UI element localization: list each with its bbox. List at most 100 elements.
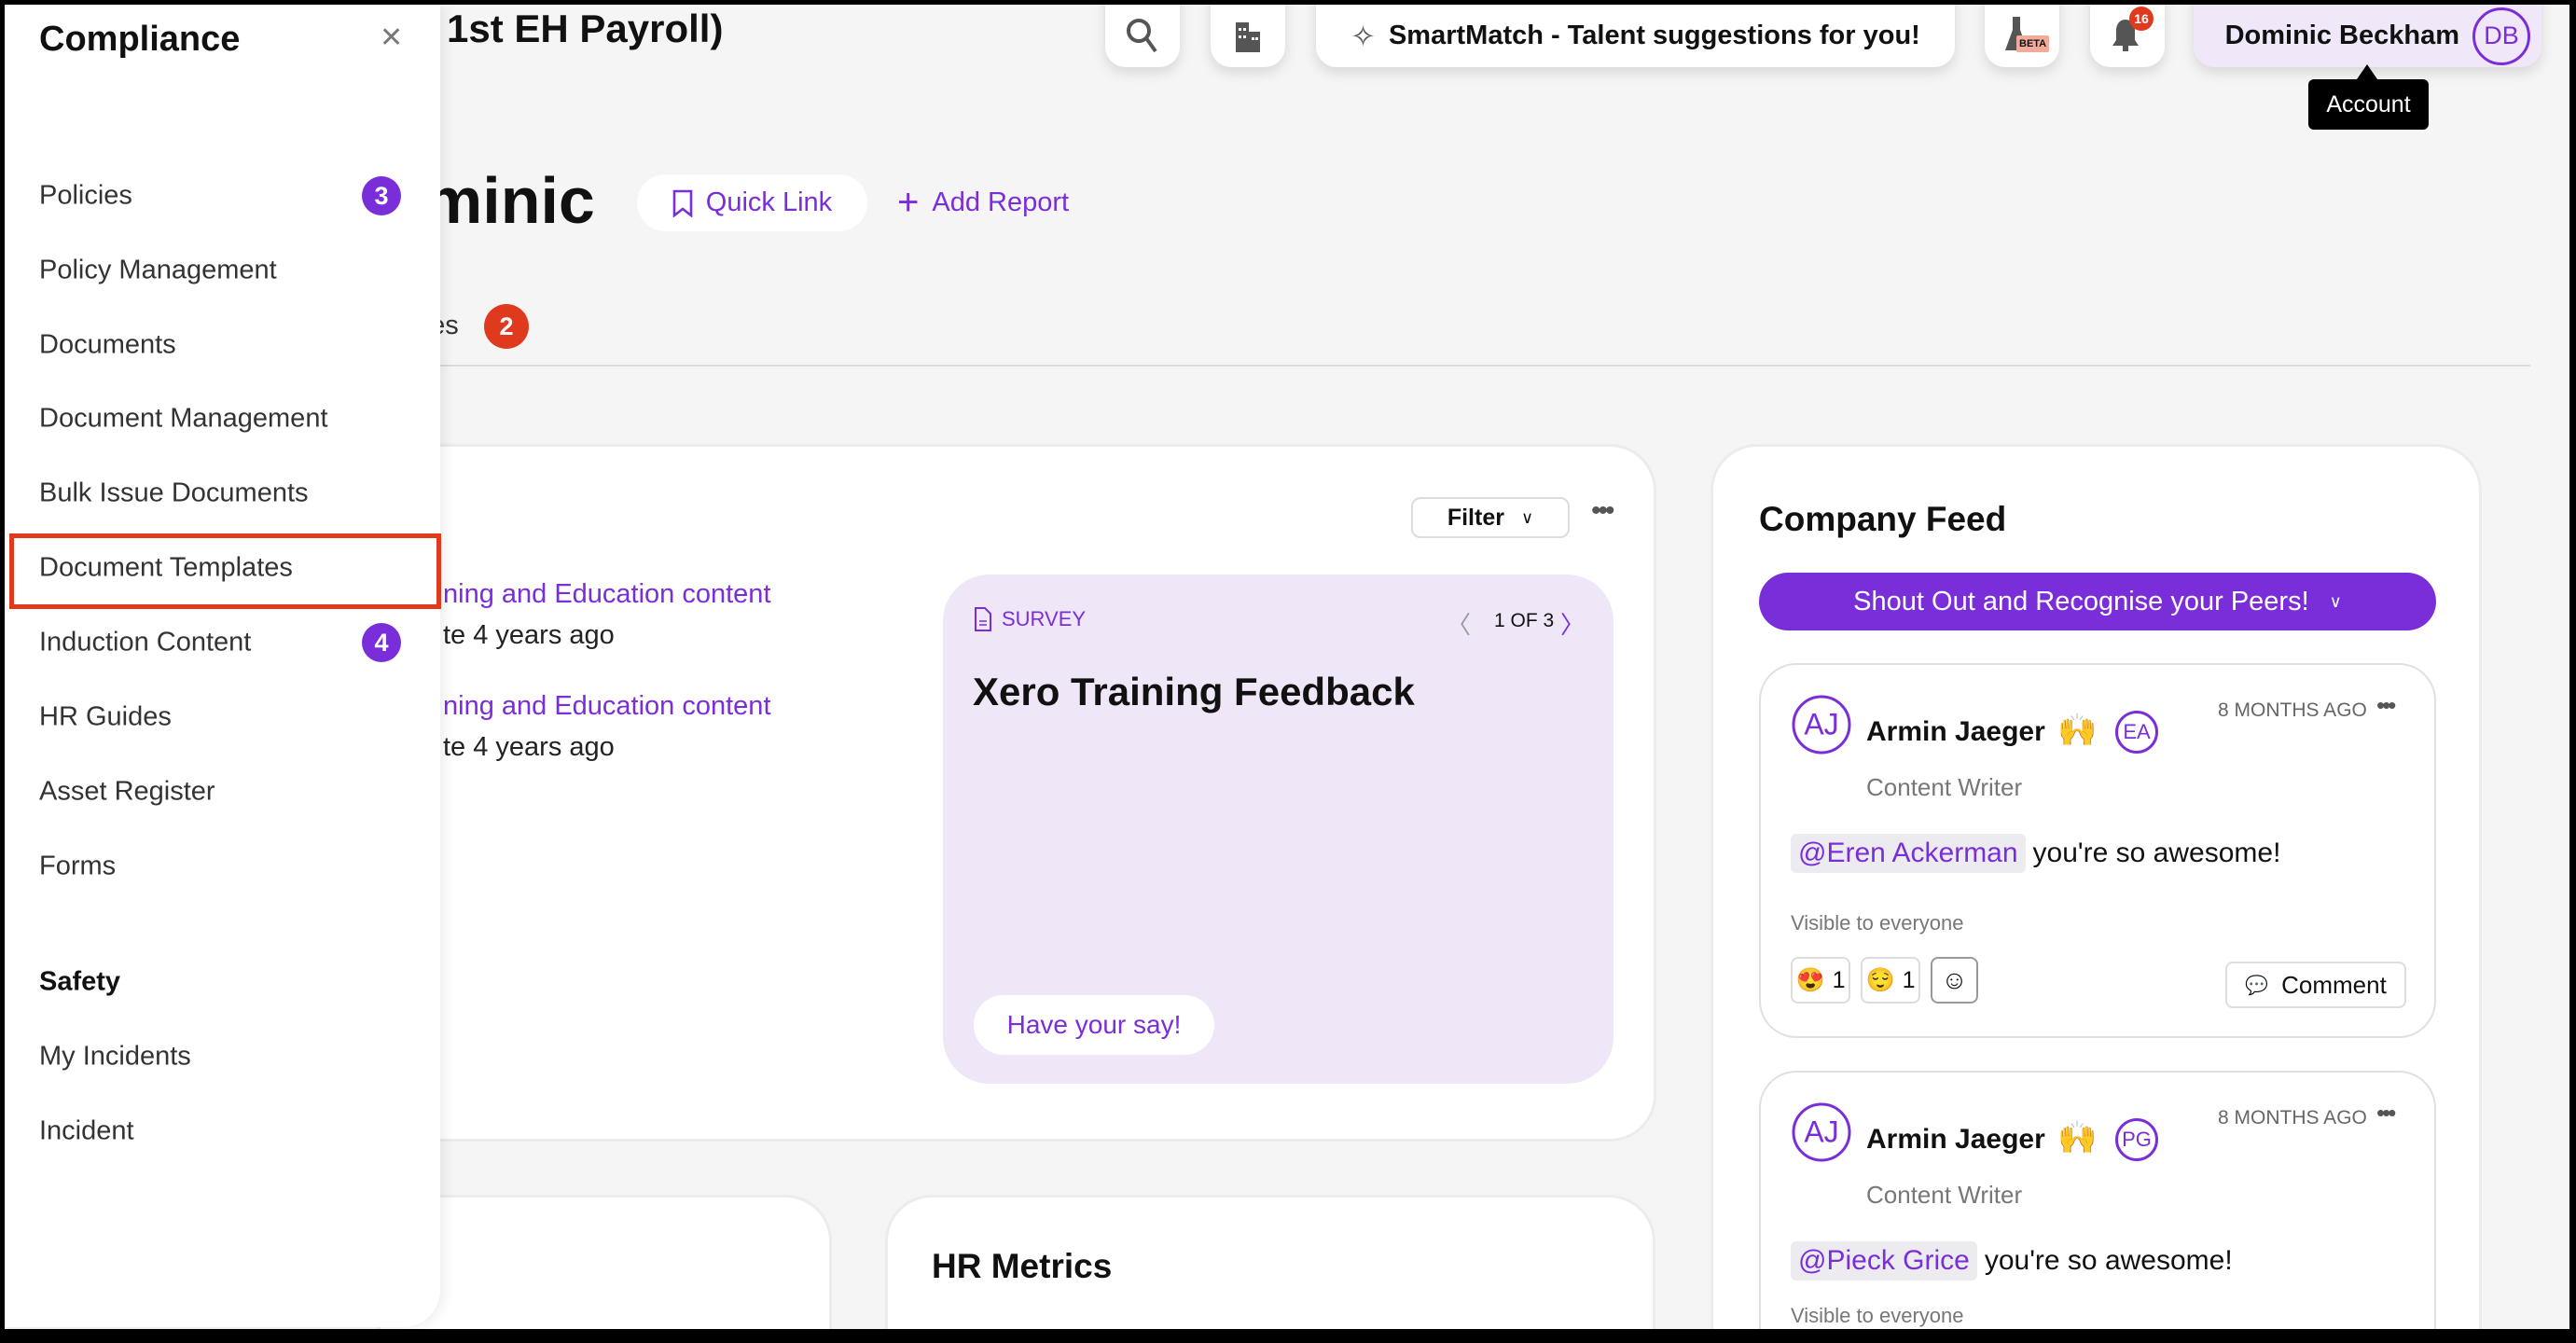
search-button[interactable] (1105, 5, 1180, 67)
author-role: Content Writer (1866, 773, 2023, 801)
smartmatch-button[interactable]: ✧ SmartMatch - Talent suggestions for yo… (1316, 5, 1955, 67)
company-feed-title: Company Feed (1759, 500, 2007, 538)
compliance-sidebar: Compliance ✕ Policies 3 Policy Managemen… (5, 5, 441, 1327)
company-feed-card: Company Feed Shout Out and Recognise you… (1710, 444, 2482, 1329)
survey-type-label: SURVEY (1002, 607, 1087, 630)
have-your-say-button[interactable]: Have your say! (974, 995, 1214, 1055)
add-report-label: Add Report (932, 187, 1070, 217)
beta-badge: BETA (2016, 35, 2050, 52)
sparkle-icon: ✧ (1350, 19, 1376, 53)
sidebar-section-safety: Safety (39, 966, 121, 997)
task-meta: te 4 years ago (443, 620, 615, 650)
message-text: you're so awesome! (1984, 1245, 2233, 1276)
survey-card: SURVEY 〈 1 OF 3 〉 Xero Training Feedback… (943, 575, 1613, 1084)
feed-post: AJ Armin Jaeger 🙌 EA 8 MONTHS AGO ••• Co… (1759, 663, 2436, 1038)
author-avatar: AJ (1792, 695, 1851, 755)
sidebar-item-asset-register[interactable]: Asset Register (39, 776, 215, 807)
survey-title: Xero Training Feedback (973, 670, 1415, 713)
chevron-down-icon: ∨ (2329, 591, 2342, 611)
tabs-divider (440, 365, 2530, 367)
shout-out-button[interactable]: Shout Out and Recognise your Peers! ∨ (1759, 573, 2436, 630)
author-avatar: AJ (1792, 1102, 1851, 1162)
smiley-icon: ☺ (1941, 965, 1968, 994)
reaction-count: 1 (1902, 966, 1916, 993)
close-icon[interactable]: ✕ (380, 22, 404, 53)
hr-metrics-title: HR Metrics (932, 1247, 1113, 1285)
beta-labs-button[interactable]: BETA (1985, 5, 2059, 67)
chevron-down-icon: ∨ (1520, 507, 1534, 527)
more-options-icon[interactable]: ••• (1591, 495, 1614, 526)
filter-label: Filter (1447, 504, 1504, 531)
flask-icon: BETA (2003, 16, 2050, 56)
account-avatar: DB (2472, 7, 2530, 65)
reaction-relieved[interactable]: 😌 1 (1861, 957, 1920, 1004)
highlight-box (9, 533, 441, 609)
author-name: Armin Jaeger (1866, 1124, 2045, 1155)
previous-icon[interactable]: 〈 (1447, 611, 1472, 639)
visibility-label: Visible to everyone (1791, 1304, 1964, 1327)
sidebar-item-incident[interactable]: Incident (39, 1115, 134, 1146)
survey-type: SURVEY (974, 606, 1086, 632)
tab-count-badge: 2 (484, 304, 529, 349)
survey-pager: 1 OF 3 (1494, 610, 1555, 631)
search-icon (1127, 18, 1157, 52)
building-icon (1236, 21, 1260, 52)
sidebar-item-policy-management[interactable]: Policy Management (39, 255, 277, 285)
policies-count-badge: 3 (362, 176, 401, 215)
sidebar-item-induction-content[interactable]: Induction Content (39, 627, 252, 658)
task-link[interactable]: ning and Education content (443, 691, 771, 721)
speech-bubble-icon: 💬 (2245, 975, 2269, 996)
account-name: Dominic Beckham (2224, 21, 2459, 50)
comment-button[interactable]: 💬 Comment (2225, 962, 2406, 1008)
reaction-heart-eyes[interactable]: 😍 1 (1791, 957, 1850, 1004)
mention-chip[interactable]: @Pieck Grice (1791, 1241, 1977, 1281)
smartmatch-label: SmartMatch - Talent suggestions for you! (1388, 21, 1920, 50)
greeting-heading: minic (424, 164, 595, 237)
account-tooltip: Account (2308, 79, 2429, 130)
post-message: @Pieck Grice you're so awesome! (1791, 1241, 2233, 1281)
visibility-label: Visible to everyone (1791, 911, 1964, 935)
sidebar-item-my-incidents[interactable]: My Incidents (39, 1041, 191, 1072)
comment-label: Comment (2281, 970, 2387, 999)
account-button[interactable]: Dominic Beckham DB (2194, 5, 2541, 67)
sidebar-item-bulk-issue-documents[interactable]: Bulk Issue Documents (39, 478, 309, 508)
relieved-face-icon: 😌 (1865, 966, 1895, 993)
sidebar-item-policies[interactable]: Policies (39, 180, 132, 211)
app-frame: 1st EH Payroll) ✧ SmartMatch - Talent su… (5, 5, 2569, 1329)
post-message: @Eren Ackerman you're so awesome! (1791, 834, 2280, 873)
induction-count-badge: 4 (362, 623, 401, 662)
tooltip-arrow (2357, 64, 2377, 79)
bookmark-icon (672, 189, 693, 217)
next-icon[interactable]: 〉 (1560, 611, 1586, 639)
mention-chip[interactable]: @Eren Ackerman (1791, 834, 2026, 873)
sidebar-item-forms[interactable]: Forms (39, 851, 117, 881)
notifications-button[interactable]: 16 (2090, 5, 2165, 67)
sidebar-item-documents[interactable]: Documents (39, 329, 176, 360)
plus-icon: + (897, 182, 920, 223)
shout-out-label: Shout Out and Recognise your Peers! (1853, 586, 2309, 616)
post-options-icon[interactable]: ••• (2376, 691, 2396, 719)
author-role: Content Writer (1866, 1181, 2023, 1209)
quick-link-button[interactable]: Quick Link (637, 174, 867, 231)
reaction-count: 1 (1832, 966, 1846, 993)
page-header-title: 1st EH Payroll) (447, 7, 724, 50)
organisation-button[interactable] (1211, 5, 1285, 67)
author-name: Armin Jaeger (1866, 716, 2045, 747)
filter-dropdown[interactable]: Filter ∨ (1411, 497, 1570, 538)
sidebar-item-hr-guides[interactable]: HR Guides (39, 701, 172, 732)
post-time: 8 MONTHS AGO (2218, 1107, 2367, 1128)
message-text: you're so awesome! (2032, 838, 2281, 868)
bottom-left-card (378, 1195, 832, 1329)
sidebar-item-document-management[interactable]: Document Management (39, 403, 328, 434)
raised-hands-icon: 🙌 (2057, 1120, 2098, 1156)
hr-metrics-card: HR Metrics (885, 1195, 1655, 1329)
add-report-button[interactable]: + Add Report (897, 174, 1069, 231)
notification-count-badge: 16 (2129, 6, 2154, 31)
task-link[interactable]: ning and Education content (443, 579, 771, 609)
recipient-avatar: EA (2115, 711, 2158, 754)
sidebar-item-document-templates[interactable]: Document Templates (39, 552, 293, 583)
post-time: 8 MONTHS AGO (2218, 699, 2367, 721)
raised-hands-icon: 🙌 (2057, 713, 2098, 748)
post-options-icon[interactable]: ••• (2376, 1099, 2396, 1127)
add-reaction-button[interactable]: ☺ (1931, 957, 1978, 1004)
